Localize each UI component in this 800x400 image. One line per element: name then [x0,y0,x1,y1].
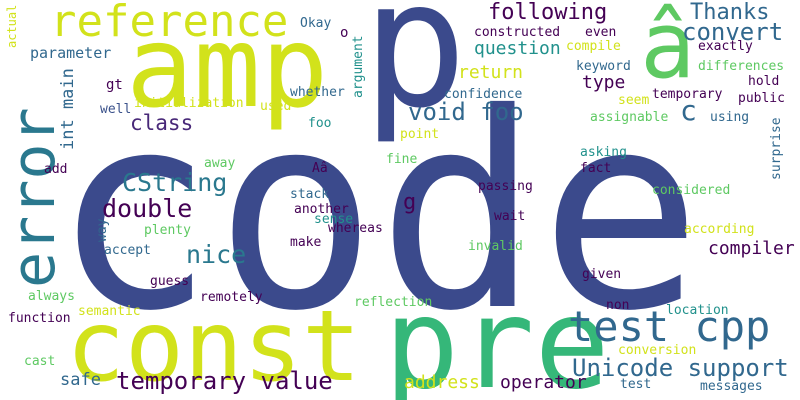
word-considered: considered [652,183,731,198]
word-way: way [95,218,110,242]
word-passing: passing [478,179,533,194]
word-make: make [290,235,322,250]
word-a-hat: â [640,0,696,99]
word-address: address [404,372,480,393]
word-exactly: exactly [698,39,753,54]
word-even: even [585,25,617,40]
word-o: o [340,25,349,41]
word-reference: reference [50,0,289,47]
word-stack: stack [290,187,330,202]
word-plenty: plenty [144,223,191,238]
word-always: always [28,289,75,304]
word-invalid: invalid [468,239,523,254]
word-accept: accept [104,243,151,258]
word-add: add [44,162,68,177]
word-c: c [680,94,697,127]
word-test: test [620,377,652,392]
word-parameter: parameter [30,44,112,62]
word-int-main: int main [58,68,78,150]
word-messages: messages [700,379,763,394]
word-semantic: semantic [78,304,141,319]
word-using: using [710,110,750,125]
word-whereas: whereas [328,221,383,236]
word-wait: wait [494,209,526,224]
word-question: question [474,38,561,59]
word-actual: actual [5,4,19,48]
word-initialization: initialization [134,96,244,111]
word-seem: seem [618,93,650,108]
word-constructed: constructed [474,25,561,40]
word-temporary-value: temporary value [116,367,333,395]
word-remotely: remotely [200,290,263,305]
word-cstring: CString [122,168,228,197]
word-cast: cast [24,354,56,369]
word-confidence: confidence [444,87,523,102]
word-p: p [362,0,468,147]
word-double: double [102,194,193,223]
word-argument: argument [351,35,366,98]
word-used: used [260,99,292,114]
word-away: away [204,156,236,171]
word-fine: fine [386,152,418,167]
word-code: code [52,55,703,370]
word-differences: differences [698,59,785,74]
word-hold: hold [748,74,780,89]
word-operator: operator [500,372,587,393]
word-compile: compile [566,39,621,54]
word-pre: pre [384,272,610,400]
word-surprise: surprise [769,117,784,180]
word-okay: Okay [300,16,332,31]
word-const: const [66,290,362,400]
word-asking: asking [580,145,627,160]
word-error: error [0,107,69,288]
word-void-foo: void foo [408,98,524,126]
word-conversion: conversion [618,343,697,358]
word-following: following [488,0,608,25]
word-location: location [666,303,729,318]
word-whether: whether [290,85,345,100]
word-well: well [100,102,132,117]
word-fact: fact [580,161,612,176]
word-function: function [8,311,71,326]
word-according: according [684,222,755,237]
word-compiler: compiler [708,238,795,259]
word-nice: nice [186,240,247,269]
word-test-cpp: test cpp [568,302,771,351]
word-another: another [294,202,349,217]
word-safe: safe [60,370,101,390]
word-a-circumflex: Aâ [312,161,328,176]
word-temporary: temporary [652,87,723,102]
word-assignable: assignable [590,110,669,125]
word-amp: amp [126,3,329,133]
word-type: type [582,72,626,93]
word-non: non [606,298,630,313]
word-g: g [403,190,417,215]
word-reflection: reflection [354,295,433,310]
word-convert: convert [682,18,784,46]
word-sense: sense [314,212,354,227]
word-given: given [582,267,622,282]
word-unicode-support: Unicode support [572,354,789,382]
word-public: public [738,91,785,106]
word-guess: guess [150,274,190,289]
word-gt: gt [106,77,123,93]
word-keyword: keyword [576,59,631,74]
word-foo: foo [308,116,332,131]
word-thanks: Thanks [690,0,770,25]
word-return: return [458,62,524,83]
word-point: point [400,127,440,142]
word-class: class [130,111,194,135]
